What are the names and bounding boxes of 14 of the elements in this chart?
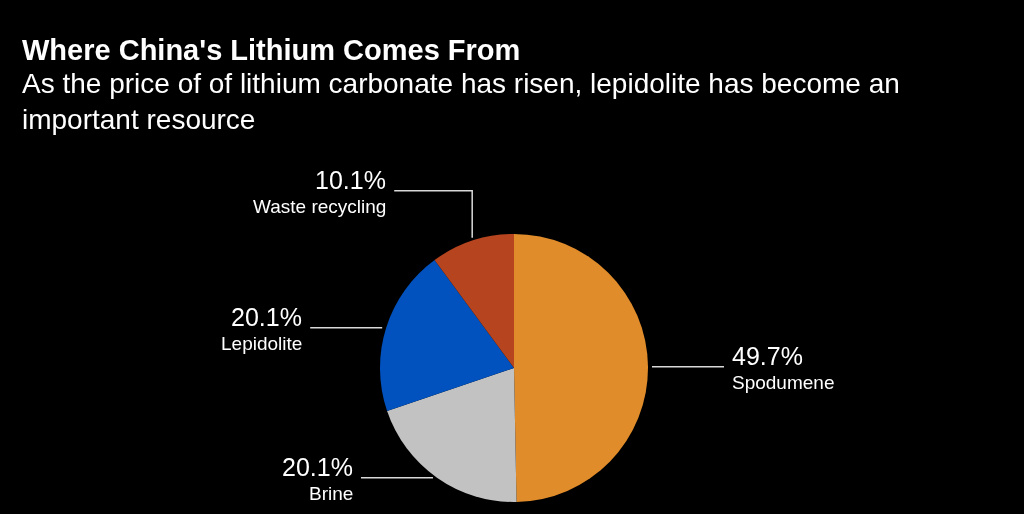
slice-label: Waste recycling — [253, 196, 387, 217]
slice-label: Brine — [309, 483, 354, 504]
pie-slice — [387, 368, 517, 502]
chart-title: Where China's Lithium Comes From — [22, 34, 521, 67]
data-label: 10.1% — [315, 166, 386, 194]
slice-label: Spodumene — [732, 372, 835, 393]
slice-label: Lepidolite — [221, 333, 303, 354]
pie-slice — [380, 260, 514, 412]
data-label: 20.1% — [231, 303, 302, 331]
pie-slice — [514, 234, 648, 502]
pie-slice — [434, 234, 514, 368]
chart-subtitle: As the price of of lithium carbonate has risen, lepidolite has become an important resource — [22, 68, 900, 136]
data-label: 20.1% — [282, 453, 353, 481]
data-label: 49.7% — [732, 342, 803, 370]
